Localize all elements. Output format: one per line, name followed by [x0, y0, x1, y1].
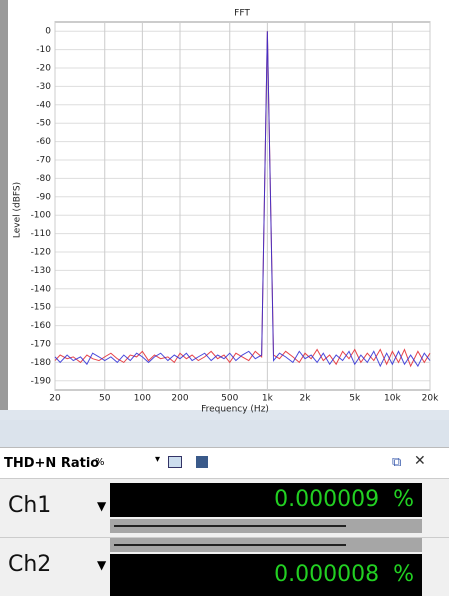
series-line	[54, 31, 431, 368]
y-tick-label: -100	[31, 211, 52, 221]
chart-title: FFT	[234, 9, 250, 19]
y-tick-label: -40	[36, 100, 51, 110]
channel-row: Ch2 ▼ 0.000008 %	[0, 537, 449, 596]
x-tick-label: 5k	[349, 394, 361, 404]
x-tick-label: 200	[171, 394, 188, 404]
dropdown-arrow[interactable]: ▾	[155, 454, 161, 465]
y-tick-label: 0	[45, 27, 51, 37]
panel-header	[0, 420, 449, 447]
channel-name: Ch1	[8, 493, 52, 518]
y-tick-label: -90	[36, 192, 51, 202]
close-button[interactable]: ✕	[414, 453, 426, 469]
y-tick-label: -170	[31, 340, 52, 350]
x-tick-label: 1k	[262, 394, 274, 404]
splitter	[0, 410, 449, 420]
x-tick-label: 10k	[384, 394, 401, 404]
channel-name: Ch2	[8, 552, 52, 577]
popout-button[interactable]: ⧉	[392, 455, 402, 470]
y-tick-label: -150	[31, 303, 52, 313]
readout: 0.000008 %	[110, 554, 422, 596]
series-line	[54, 31, 431, 368]
y-tick-label: -130	[31, 266, 52, 276]
settings-button[interactable]	[196, 456, 208, 468]
channel-row: Ch1 ▼ 0.000009 %	[0, 478, 449, 537]
readout-value: 0.000008 %	[274, 562, 414, 587]
readout: 0.000009 %	[110, 483, 422, 517]
y-tick-label: -20	[36, 64, 51, 74]
y-tick-label: -70	[36, 156, 51, 166]
level-bar	[110, 519, 422, 533]
y-tick-label: -60	[36, 137, 51, 147]
x-tick-label: 2k	[300, 394, 312, 404]
unit-text: %	[393, 487, 414, 512]
graph-button[interactable]	[168, 456, 182, 468]
value-text: 0.000009	[274, 487, 380, 512]
y-axis-label: Level (dBFS)	[13, 182, 23, 238]
unit-select[interactable]: %	[95, 457, 105, 468]
plot-frame	[54, 21, 431, 391]
y-tick-label: -80	[36, 174, 51, 184]
readout-value: 0.000009 %	[274, 487, 414, 512]
x-tick-label: 20	[49, 394, 61, 404]
toolbar: THD+N Ratio % ▾ ⧉ ✕	[0, 447, 449, 478]
y-tick-label: -50	[36, 119, 51, 129]
window-border	[0, 0, 8, 420]
fft-chart: FFT Frequency (Hz) Level (dBFS) 0 -10 -20 -…	[0, 0, 449, 420]
channel-dropdown[interactable]: ▼	[97, 558, 107, 572]
y-tick-label: -120	[31, 248, 52, 258]
y-tick-label: -190	[31, 376, 52, 386]
meter-title: THD+N Ratio	[4, 456, 100, 471]
x-tick-label: 500	[221, 394, 238, 404]
y-tick-label: -30	[36, 82, 51, 92]
y-tick-label: -140	[31, 284, 52, 294]
value-text: 0.000008	[274, 562, 380, 587]
y-tick-label: -180	[31, 358, 52, 368]
channel-dropdown[interactable]: ▼	[97, 499, 107, 513]
x-axis-label: Frequency (Hz)	[201, 405, 269, 415]
level-bar	[110, 538, 422, 552]
x-tick-label: 100	[134, 394, 151, 404]
y-tick-label: -10	[36, 45, 51, 55]
x-tick-label: 20k	[422, 394, 439, 404]
y-tick-label: -110	[31, 229, 52, 239]
y-tick-label: -160	[31, 321, 52, 331]
unit-text: %	[393, 562, 414, 587]
meter-panel: THD+N Ratio % ▾ ⧉ ✕ Ch1 ▼ 0.000009 % Ch2…	[0, 420, 449, 596]
x-tick-label: 50	[99, 394, 111, 404]
